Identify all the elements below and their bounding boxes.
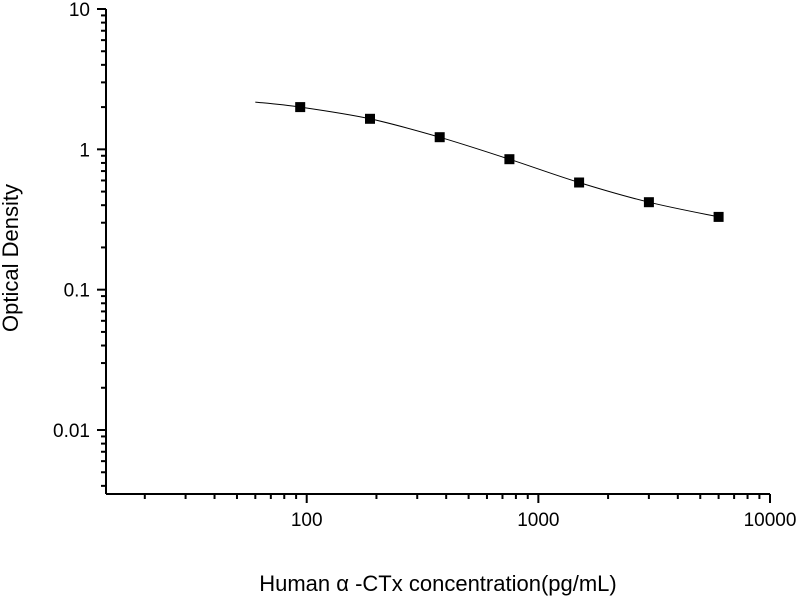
- x-tick-label: 100: [291, 510, 323, 531]
- data-point-marker: [504, 154, 515, 165]
- x-tick-label: 10000: [744, 510, 797, 531]
- x-tick-label: 1000: [517, 510, 559, 531]
- y-tick-label: 10: [69, 0, 90, 21]
- data-point-marker: [434, 132, 445, 143]
- x-axis-title: Human α -CTx concentration(pg/mL): [259, 571, 617, 596]
- data-point-marker: [713, 211, 724, 222]
- y-axis-title: Optical Density: [0, 184, 23, 332]
- y-tick-label: 0.1: [64, 281, 90, 302]
- data-point-marker: [365, 113, 375, 124]
- y-tick-label: 1: [79, 140, 90, 161]
- fit-curve: [255, 101, 719, 218]
- data-point-marker: [295, 102, 306, 113]
- data-point-marker: [574, 177, 585, 188]
- y-tick-label: 0.01: [53, 421, 90, 442]
- data-point-marker: [643, 197, 654, 208]
